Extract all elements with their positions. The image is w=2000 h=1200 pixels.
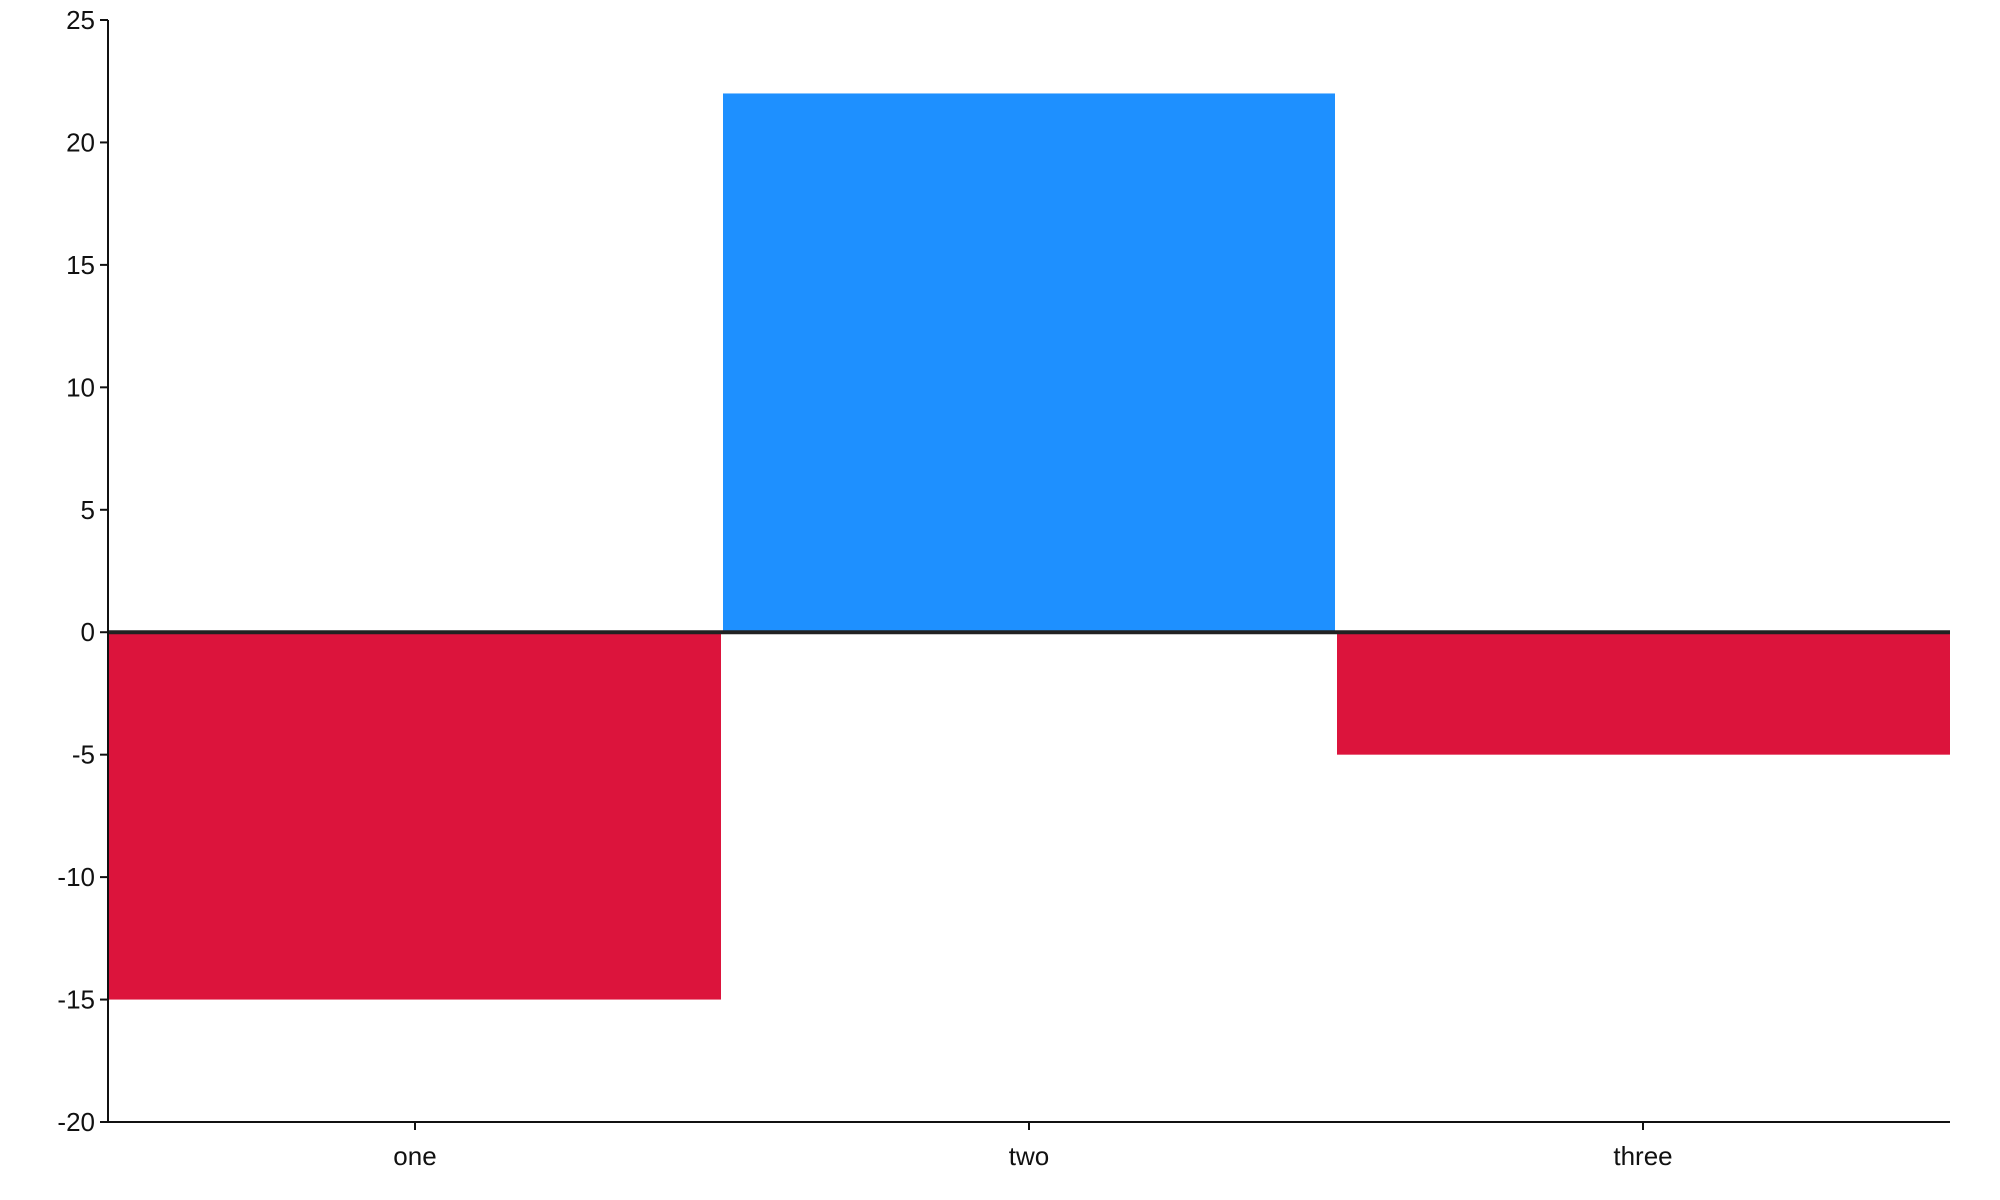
- y-tick-label: -15: [57, 985, 95, 1015]
- y-tick-label: 0: [81, 617, 95, 647]
- y-tick-label: 25: [66, 5, 95, 35]
- x-tick-label-two: two: [1009, 1141, 1049, 1171]
- axes-layer: [100, 19, 1950, 1130]
- x-tick-label-one: one: [393, 1141, 436, 1171]
- y-tick-label: -5: [72, 740, 95, 770]
- x-tick-label-three: three: [1613, 1141, 1672, 1171]
- y-tick-label: 15: [66, 250, 95, 280]
- y-tick-label: -20: [57, 1107, 95, 1137]
- y-tick-label: 20: [66, 127, 95, 157]
- y-tick-label: -10: [57, 862, 95, 892]
- bar-two: [723, 93, 1335, 633]
- bar-three: [1337, 632, 1950, 755]
- y-tick-label: 10: [66, 372, 95, 402]
- bars-layer: [108, 93, 1950, 1000]
- y-tick-label: 5: [81, 495, 95, 525]
- tick-labels-layer: -20 -15 -10 -5 0 5 10 15 20 25 one two three: [57, 5, 1672, 1171]
- bar-one: [108, 632, 721, 1000]
